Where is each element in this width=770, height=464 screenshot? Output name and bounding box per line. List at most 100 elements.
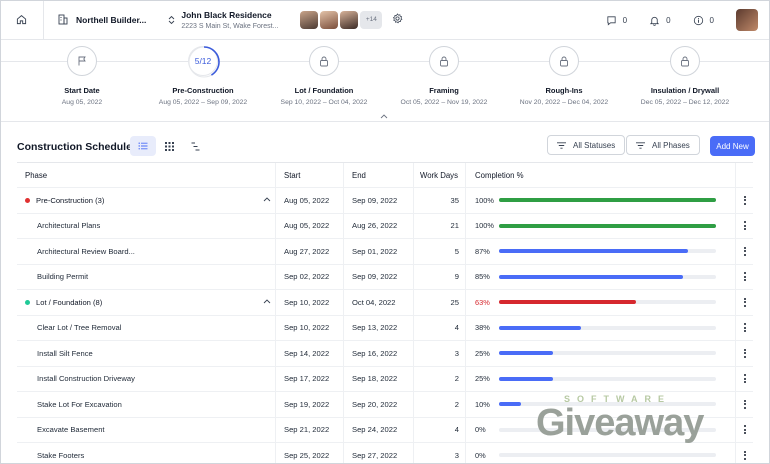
table-row[interactable]: Install Construction Driveway Sep 17, 202… — [17, 366, 753, 392]
completion-cell: 25% — [465, 341, 735, 366]
table-row[interactable]: Clear Lot / Tree Removal Sep 10, 2022 Sep … — [17, 315, 753, 341]
all-phases-filter[interactable]: All Phases — [626, 135, 700, 155]
avatar — [300, 10, 319, 29]
work-days-cell[interactable]: 3 — [413, 341, 465, 366]
table-row[interactable]: Excavate Basement Sep 21, 2022 Sep 24, 202… — [17, 417, 753, 443]
start-cell[interactable]: Sep 02, 2022 — [275, 264, 343, 289]
end-cell[interactable]: Sep 09, 2022 — [343, 188, 413, 213]
phase-cell: Stake Footers — [25, 443, 275, 464]
grid-view-button[interactable] — [156, 136, 182, 156]
more-vertical-icon — [743, 348, 746, 358]
work-days-cell[interactable]: 2 — [413, 366, 465, 391]
column-header-phase[interactable]: Phase — [25, 170, 48, 180]
table-row[interactable]: Architectural Plans Aug 05, 2022 Aug 26, 2… — [17, 213, 753, 239]
start-cell[interactable]: Sep 19, 2022 — [275, 392, 343, 417]
completion-percent: 63% — [475, 297, 490, 307]
completion-bar — [499, 453, 716, 458]
all-statuses-filter[interactable]: All Statuses — [547, 135, 626, 155]
end-cell[interactable]: Sep 18, 2022 — [343, 366, 413, 391]
row-menu-button[interactable] — [735, 290, 753, 315]
chevron-up-icon[interactable] — [263, 299, 271, 304]
end-cell[interactable]: Sep 20, 2022 — [343, 392, 413, 417]
work-days-cell[interactable]: 3 — [413, 443, 465, 464]
start-cell[interactable]: Sep 14, 2022 — [275, 341, 343, 366]
phase-cell: Pre-Construction (3) — [25, 188, 275, 213]
info-button[interactable]: 0 — [693, 15, 714, 26]
row-menu-button[interactable] — [735, 392, 753, 417]
phase-step-framing[interactable]: Framing Oct 05, 2022 – Nov 19, 2022 — [384, 46, 504, 106]
table-row[interactable]: Stake Lot For Excavation Sep 19, 2022 Sep … — [17, 392, 753, 418]
work-days-cell[interactable]: 35 — [413, 188, 465, 213]
phase-step-rough-ins[interactable]: Rough-Ins Nov 20, 2022 – Dec 04, 2022 — [504, 46, 624, 106]
phase-circle — [670, 46, 700, 76]
group-row[interactable]: Pre-Construction (3) Aug 05, 2022 Sep 09, … — [17, 188, 753, 214]
row-menu-button[interactable] — [735, 213, 753, 238]
group-row[interactable]: Lot / Foundation (8) Sep 10, 2022 Oct 04, … — [17, 290, 753, 316]
start-cell[interactable]: Aug 27, 2022 — [275, 239, 343, 264]
work-days-cell[interactable]: 4 — [413, 315, 465, 340]
phase-name: Install Construction Driveway — [37, 374, 135, 384]
phase-step-lot-foundation[interactable]: Lot / Foundation Sep 10, 2022 – Oct 04, … — [264, 46, 384, 106]
row-menu-button[interactable] — [735, 239, 753, 264]
gantt-view-button[interactable] — [182, 136, 208, 156]
work-days-cell[interactable]: 2 — [413, 392, 465, 417]
phase-circle — [67, 46, 97, 76]
settings-button[interactable] — [392, 13, 403, 26]
start-cell[interactable]: Aug 05, 2022 — [275, 213, 343, 238]
row-menu-button[interactable] — [735, 264, 753, 289]
row-menu-button[interactable] — [735, 315, 753, 340]
end-cell[interactable]: Sep 01, 2022 — [343, 239, 413, 264]
end-cell[interactable]: Aug 26, 2022 — [343, 213, 413, 238]
row-menu-button[interactable] — [735, 341, 753, 366]
phase-stepper: Start Date Aug 05, 2022 5/12 Pre-Constru… — [0, 40, 770, 122]
row-menu-button[interactable] — [735, 443, 753, 464]
list-view-button[interactable] — [130, 136, 156, 156]
phase-name: Building Permit — [37, 272, 89, 282]
more-vertical-icon — [743, 297, 746, 307]
work-days-cell[interactable]: 9 — [413, 264, 465, 289]
phase-label: Framing — [429, 86, 459, 95]
start-cell[interactable]: Sep 21, 2022 — [275, 417, 343, 442]
phase-step-start-date[interactable]: Start Date Aug 05, 2022 — [22, 46, 142, 106]
work-days-cell[interactable]: 5 — [413, 239, 465, 264]
end-cell[interactable]: Sep 16, 2022 — [343, 341, 413, 366]
notifications-button[interactable]: 0 — [649, 15, 671, 26]
start-cell[interactable]: Sep 17, 2022 — [275, 366, 343, 391]
work-days-cell[interactable]: 25 — [413, 290, 465, 315]
end-cell[interactable]: Sep 13, 2022 — [343, 315, 413, 340]
start-cell[interactable]: Aug 05, 2022 — [275, 188, 343, 213]
table-row[interactable]: Architectural Review Board... Aug 27, 202… — [17, 239, 753, 265]
table-row[interactable]: Building Permit Sep 02, 2022 Sep 09, 2022 9… — [17, 264, 753, 290]
work-days-cell[interactable]: 4 — [413, 417, 465, 442]
table-row[interactable]: Stake Footers Sep 25, 2022 Sep 27, 2022 3 0% — [17, 443, 753, 464]
column-header-start[interactable]: Start — [275, 163, 343, 187]
column-header-end[interactable]: End — [343, 163, 413, 187]
table-row[interactable]: Install Silt Fence Sep 14, 2022 Sep 16, 20… — [17, 341, 753, 367]
work-days-cell[interactable]: 21 — [413, 213, 465, 238]
add-new-button[interactable]: Add New — [710, 136, 755, 156]
row-menu-button[interactable] — [735, 188, 753, 213]
chevron-up-icon[interactable] — [263, 197, 271, 202]
start-cell[interactable]: Sep 10, 2022 — [275, 315, 343, 340]
start-cell[interactable]: Sep 25, 2022 — [275, 443, 343, 464]
collapse-stepper-button[interactable] — [377, 111, 391, 121]
messages-count: 0 — [622, 15, 628, 25]
phase-step-insulation-drywall[interactable]: Insulation / Drywall Dec 05, 2022 – Dec … — [625, 46, 745, 106]
end-cell[interactable]: Sep 27, 2022 — [343, 443, 413, 464]
end-cell[interactable]: Sep 09, 2022 — [343, 264, 413, 289]
end-cell[interactable]: Sep 24, 2022 — [343, 417, 413, 442]
project-selector[interactable]: John Black Residence 2223 S Main St, Wak… — [168, 10, 278, 30]
phase-step-pre-construction[interactable]: 5/12 Pre-Construction Aug 05, 2022 – Sep… — [143, 46, 263, 106]
messages-button[interactable]: 0 — [606, 15, 627, 26]
column-header-completion[interactable]: Completion % — [465, 163, 735, 187]
home-button[interactable] — [0, 0, 44, 40]
column-header-work-days[interactable]: Work Days — [413, 163, 465, 187]
start-cell[interactable]: Sep 10, 2022 — [275, 290, 343, 315]
completion-percent: 10% — [475, 399, 490, 409]
company-selector[interactable]: Northell Builder... — [44, 0, 156, 40]
team-avatars[interactable]: +14 — [300, 10, 383, 29]
row-menu-button[interactable] — [735, 417, 753, 442]
user-avatar[interactable] — [736, 9, 758, 31]
end-cell[interactable]: Oct 04, 2022 — [343, 290, 413, 315]
row-menu-button[interactable] — [735, 366, 753, 391]
